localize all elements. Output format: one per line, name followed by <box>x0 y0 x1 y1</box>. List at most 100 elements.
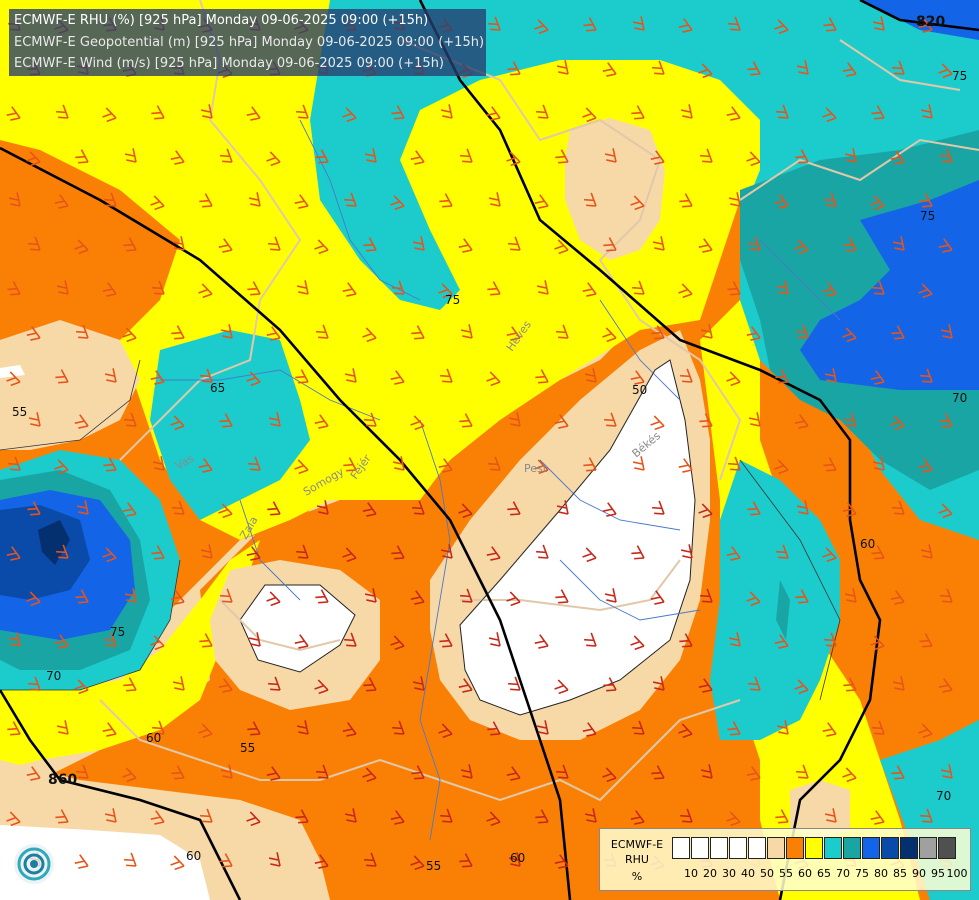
wind-barb <box>679 193 693 208</box>
wind-barb <box>698 503 713 519</box>
wind-barb <box>487 721 501 736</box>
wind-barb <box>939 413 953 428</box>
wind-barb <box>940 324 953 339</box>
wind-barb <box>843 677 857 692</box>
wind-barb <box>700 764 713 779</box>
rhu-fill-75-spot <box>776 580 790 640</box>
wind-barb <box>650 150 665 165</box>
wind-barb <box>218 503 233 519</box>
wind-barb <box>632 16 645 31</box>
wind-barb <box>631 545 645 560</box>
wind-barb <box>872 16 885 31</box>
wind-barb <box>294 634 309 649</box>
wind-barb <box>746 151 761 167</box>
legend-tick-label: 40 <box>741 867 755 880</box>
wind-barb <box>151 105 165 120</box>
wind-barb <box>314 854 329 869</box>
wind-barb <box>102 547 117 563</box>
rhu-fill-50-southwest <box>239 584 356 673</box>
wind-barb <box>75 149 89 164</box>
ecmwf-logo-icon <box>14 844 54 884</box>
wind-barb <box>316 500 329 515</box>
rhu-fill-55-west <box>0 320 140 450</box>
legend-swatches <box>672 837 957 859</box>
wind-barb <box>822 107 837 123</box>
wind-barb <box>602 502 617 517</box>
wind-barb <box>363 237 377 252</box>
wind-barb <box>920 544 933 559</box>
wind-barb <box>536 544 549 559</box>
wind-barb <box>268 676 281 691</box>
wind-barb <box>362 767 377 783</box>
wind-barb <box>892 60 905 75</box>
wind-barb <box>698 678 713 693</box>
rhu-label-60-bottom: 60 <box>510 851 525 865</box>
wind-barb <box>604 412 617 427</box>
wind-barb <box>631 105 645 120</box>
wind-barb <box>796 500 809 515</box>
legend-swatch <box>938 837 956 859</box>
wind-barb <box>364 412 377 427</box>
wind-barb <box>124 852 137 867</box>
legend-swatch <box>824 837 842 859</box>
rhu-fill-70-southeast <box>710 460 840 740</box>
wind-barb <box>774 194 789 209</box>
wind-barb <box>584 808 597 823</box>
wind-barb <box>556 60 569 75</box>
wind-barb <box>488 632 501 647</box>
wind-barb <box>362 502 377 517</box>
wind-barb <box>220 148 233 163</box>
rhu-fill-80-north <box>860 0 979 40</box>
wind-barb <box>342 547 357 563</box>
wind-barb <box>678 18 693 33</box>
wind-barb <box>890 150 905 165</box>
wind-barb <box>199 193 213 208</box>
wind-barb <box>584 632 597 647</box>
legend-tick-label: 55 <box>779 867 793 880</box>
wind-barb <box>268 236 281 251</box>
wind-barb <box>152 280 165 295</box>
rhu-label-70-southeast: 70 <box>936 789 951 803</box>
wind-barb <box>535 369 549 384</box>
wind-barb <box>775 369 789 384</box>
wind-barb <box>220 324 233 339</box>
title-rhu: ECMWF-E RHU (%) [925 hPa] Monday 09-06-2… <box>14 13 429 28</box>
wind-barb <box>8 192 21 207</box>
legend-tick-label: 65 <box>817 867 831 880</box>
wind-barb <box>411 325 425 340</box>
wind-barb <box>842 767 857 783</box>
wind-barb <box>123 237 137 252</box>
wind-barb <box>775 809 789 824</box>
wind-barb <box>248 192 261 207</box>
wind-barb <box>842 62 857 77</box>
wind-barb <box>218 238 233 253</box>
wind-barb <box>508 676 521 691</box>
legend-swatch <box>767 837 785 859</box>
wind-barb <box>920 368 933 383</box>
legend-model: ECMWF-E <box>610 838 664 851</box>
wind-barb <box>554 679 569 695</box>
wind-barb <box>103 457 117 472</box>
wind-barb <box>584 192 597 207</box>
wind-barb <box>603 677 617 692</box>
wind-barb <box>342 282 357 297</box>
rhu-contour-labels: 55 65 55 75 50 75 70 75 70 60 55 60 75 6… <box>12 69 967 873</box>
wind-barb <box>150 810 165 825</box>
wind-barb <box>267 501 281 516</box>
wind-barb <box>728 632 741 647</box>
legend-tick-label: 85 <box>893 867 907 880</box>
rhu-fill-80-east <box>800 180 979 390</box>
wind-barb <box>364 588 377 603</box>
wind-barb <box>844 148 857 163</box>
legend-swatch <box>881 837 899 859</box>
rhu-fill-50-spot <box>0 365 25 378</box>
wind-barb <box>344 808 357 823</box>
legend-tick-label: 70 <box>836 867 850 880</box>
wind-barb <box>102 722 117 737</box>
legend-swatch <box>748 837 766 859</box>
wind-barb <box>219 413 233 428</box>
wind-barb <box>604 148 617 163</box>
wind-barb <box>506 766 521 781</box>
wind-barb <box>439 633 453 648</box>
